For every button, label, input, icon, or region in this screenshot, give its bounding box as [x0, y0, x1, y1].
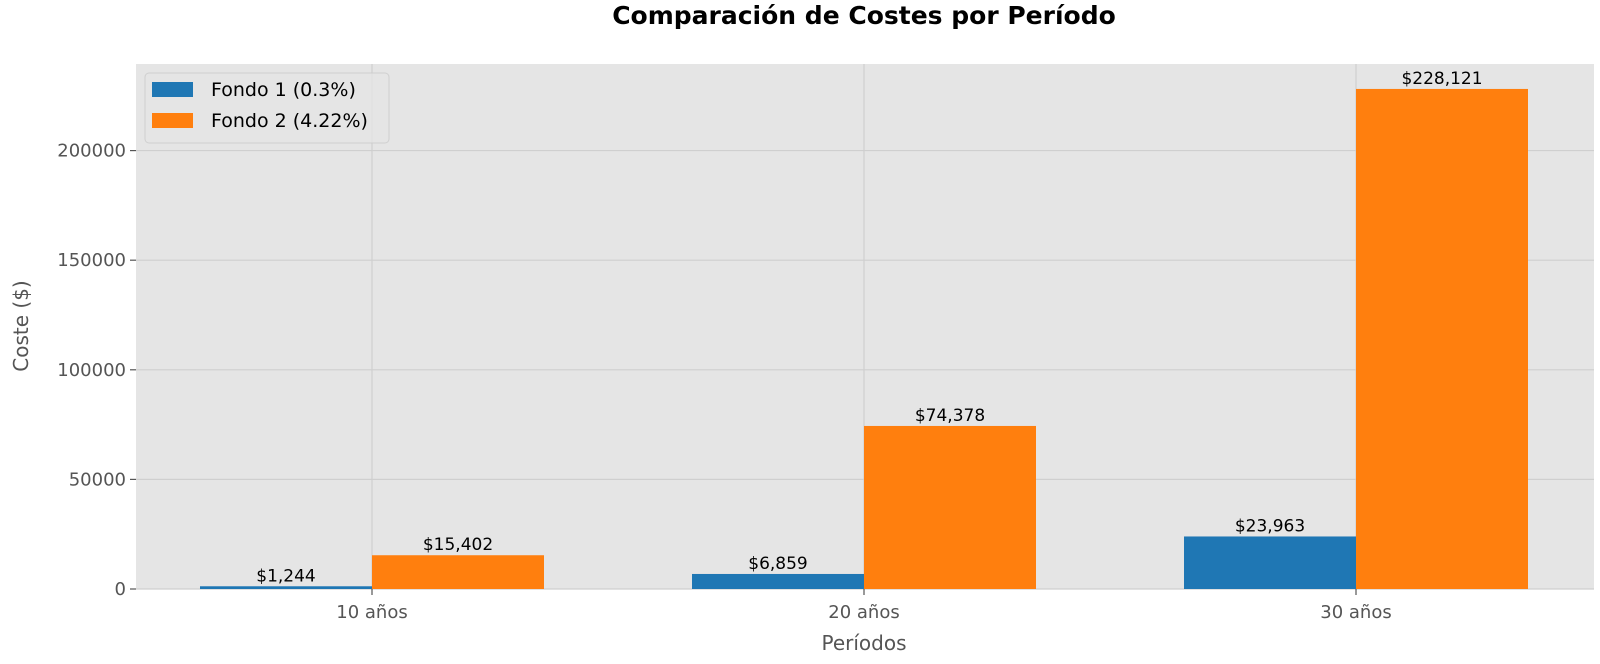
y-tick-label: 200000 — [57, 141, 126, 162]
chart-title: Comparación de Costes por Período — [612, 1, 1116, 30]
bar-value-label: $228,121 — [1401, 69, 1482, 89]
data-labels: $1,244 $6,859 $23,963 $15,402 $74,378 $228,12… — [256, 69, 1482, 586]
y-axis-label: Coste ($) — [9, 280, 33, 371]
bar — [200, 586, 372, 589]
y-tick-label: 150000 — [57, 250, 126, 271]
legend-label: Fondo 2 (4.22%) — [211, 110, 368, 132]
bar — [692, 573, 864, 589]
x-axis-label: Períodos — [821, 631, 906, 655]
bar-value-label: $23,963 — [1235, 516, 1305, 536]
bar-value-label: $74,378 — [915, 406, 985, 426]
y-tick-label: 0 — [115, 579, 126, 600]
legend-label: Fondo 1 (0.3%) — [211, 79, 356, 101]
bar — [864, 425, 1036, 589]
bar — [1184, 536, 1356, 589]
bar-value-label: $6,859 — [748, 554, 807, 574]
legend-swatch — [152, 82, 193, 97]
bar — [372, 555, 544, 589]
x-tick-label: 30 años — [1320, 602, 1391, 623]
x-tick-label: 10 años — [336, 602, 407, 623]
x-tick-label: 20 años — [828, 602, 899, 623]
bars — [200, 88, 1528, 589]
bar-value-label: $1,244 — [256, 566, 315, 586]
x-axis: 10 años 20 años 30 años — [336, 589, 1392, 623]
y-tick-label: 50000 — [69, 469, 126, 490]
y-axis: 0 50000 100000 150000 200000 — [57, 141, 136, 600]
y-tick-label: 100000 — [57, 360, 126, 381]
bar — [1356, 88, 1528, 589]
bar-value-label: $15,402 — [423, 535, 493, 555]
legend-swatch — [152, 113, 193, 128]
legend: Fondo 1 (0.3%) Fondo 2 (4.22%) — [144, 72, 390, 144]
legend-box — [144, 72, 390, 144]
